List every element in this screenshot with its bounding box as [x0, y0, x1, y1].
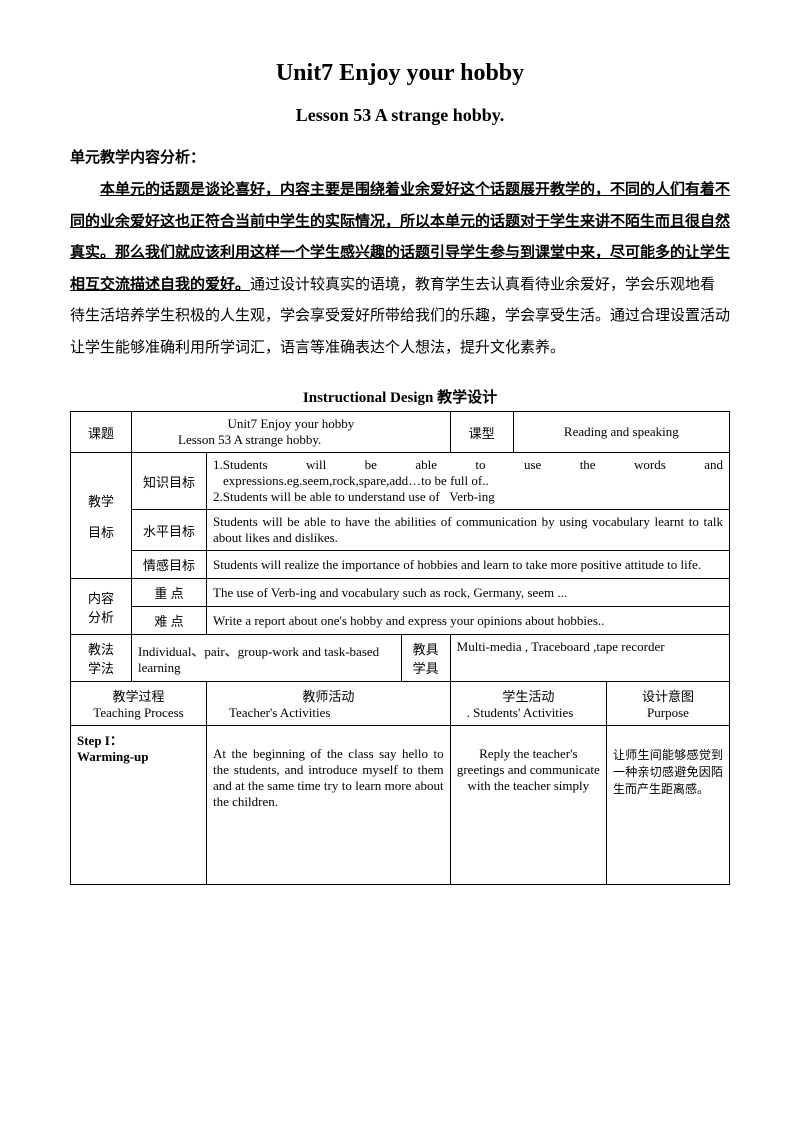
cell-diff-label: 难 点 [132, 607, 207, 635]
cell-emotion-label: 情感目标 [132, 551, 207, 579]
k-line1: 1.Students will be able to use the words… [213, 457, 723, 473]
content-l2: 分析 [77, 607, 125, 626]
topic-line1: Unit7 Enjoy your hobby [138, 416, 444, 432]
cell-goals-label: 教学 目标 [71, 453, 132, 579]
design-table: 课题 Unit7 Enjoy your hobby Lesson 53 A st… [70, 411, 730, 885]
head-process: 教学过程 Teaching Process [71, 682, 207, 726]
cell-skill-label: 水平目标 [132, 510, 207, 551]
head-purpose: 设计意图 Purpose [607, 682, 730, 726]
goals-l2: 目标 [77, 522, 125, 541]
topic-line2: Lesson 53 A strange hobby. [138, 432, 444, 448]
cell-knowledge-text: 1.Students will be able to use the words… [207, 453, 730, 510]
cell-knowledge-label: 知识目标 [132, 453, 207, 510]
cell-emotion-text: Students will realize the importance of … [207, 551, 730, 579]
step1-teacher: At the beginning of the class say hello … [207, 726, 451, 885]
cell-topic-value: Unit7 Enjoy your hobby Lesson 53 A stran… [132, 412, 451, 453]
page-title: Unit7 Enjoy your hobby [70, 60, 730, 87]
cell-type-label: 课型 [450, 412, 513, 453]
cell-content-label: 内容 分析 [71, 579, 132, 635]
cell-skill-text: Students will be able to have the abilit… [207, 510, 730, 551]
cell-method-text: Individual、pair、group-work and task-base… [132, 635, 402, 682]
goals-l1: 教学 [77, 491, 125, 510]
hp2: Teaching Process [77, 705, 200, 721]
cell-topic-label: 课题 [71, 412, 132, 453]
step1-purpose: 让师生间能够感觉到一种亲切感避免因陌生而产生距离感。 [607, 726, 730, 885]
cell-method-label: 教法 学法 [71, 635, 132, 682]
table-caption: Instructional Design 教学设计 [70, 386, 730, 407]
k-line2: expressions.eg.seem,rock,spare,add…to be… [213, 473, 723, 489]
cell-key-text: The use of Verb-ing and vocabulary such … [207, 579, 730, 607]
head-teacher: 教师活动 Teacher's Activities [207, 682, 451, 726]
cell-type-value: Reading and speaking [513, 412, 729, 453]
intro-paragraph: 本单元的话题是谈论喜好，内容主要是围绕着业余爱好这个话题展开教学的，不同的人们有… [70, 175, 730, 364]
hs2: . Students' Activities [457, 705, 600, 721]
aid-l2: 学具 [408, 658, 444, 677]
aid-l1: 教具 [408, 639, 444, 658]
method-l2: 学法 [77, 658, 125, 677]
step1-l2: Warming-up [77, 749, 200, 765]
head-student: 学生活动 . Students' Activities [450, 682, 606, 726]
hpu1: 设计意图 [613, 686, 723, 705]
page-subtitle: Lesson 53 A strange hobby. [70, 105, 730, 126]
cell-key-label: 重 点 [132, 579, 207, 607]
analysis-heading: 单元教学内容分析： [70, 146, 730, 167]
cell-diff-text: Write a report about one's hobby and exp… [207, 607, 730, 635]
step1-label: Step I： Warming-up [71, 726, 207, 885]
step1-l1: Step I： [77, 730, 200, 749]
cell-aid-text: Multi-media , Traceboard ,tape recorder [450, 635, 729, 682]
ht2: Teacher's Activities [213, 705, 444, 721]
content-l1: 内容 [77, 588, 125, 607]
method-l1: 教法 [77, 639, 125, 658]
ht1: 教师活动 [213, 686, 444, 705]
step1-student: Reply the teacher's greetings and commun… [450, 726, 606, 885]
cell-aid-label: 教具 学具 [401, 635, 450, 682]
hs1: 学生活动 [457, 686, 600, 705]
hp1: 教学过程 [77, 686, 200, 705]
hpu2: Purpose [613, 705, 723, 721]
k-line3: 2.Students will be able to understand us… [213, 489, 723, 505]
